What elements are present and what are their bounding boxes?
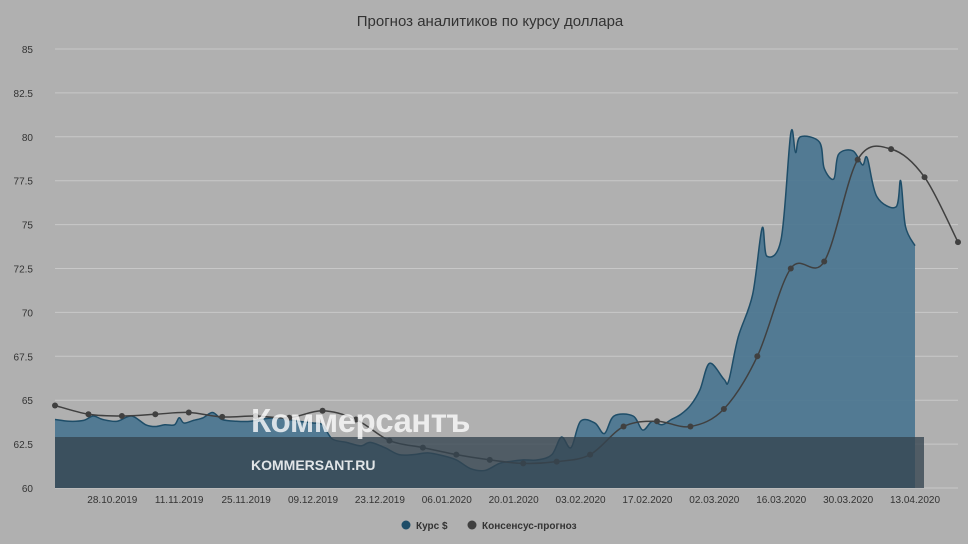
consensus-point xyxy=(353,416,359,423)
consensus-point xyxy=(286,414,293,421)
consensus-point xyxy=(888,146,895,153)
consensus-point xyxy=(921,174,928,181)
consensus-point xyxy=(754,353,761,360)
x-tick-label: 13.04.2020 xyxy=(890,495,940,506)
consensus-point xyxy=(85,411,92,418)
y-tick-label: 80 xyxy=(22,133,34,144)
rate-area xyxy=(55,129,915,488)
x-tick-label: 09.12.2019 xyxy=(288,495,338,506)
legend: Курс $ Консенсус-прогноз xyxy=(401,520,577,533)
x-tick-label: 23.12.2019 xyxy=(355,495,405,506)
legend-rate-label: Курс $ xyxy=(416,521,448,532)
y-axis-ticks: 60 62.5 65 67.5 70 72.5 75 77.5 80 82.5 85 xyxy=(14,45,34,495)
legend-consensus-label: Консенсус-прогноз xyxy=(482,521,577,532)
y-tick-label: 85 xyxy=(22,45,34,56)
y-tick-label: 65 xyxy=(22,396,34,407)
x-tick-label: 25.11.2019 xyxy=(221,495,271,506)
legend-consensus-marker xyxy=(467,520,477,530)
legend-item-rate[interactable]: Курс $ xyxy=(401,520,448,533)
kommersant-url: KOMMERSANT.RU xyxy=(251,457,376,473)
x-axis-ticks: 28.10.2019 11.11.2019 25.11.2019 09.12.2019… xyxy=(87,495,940,506)
x-tick-label: 28.10.2019 xyxy=(87,495,137,506)
watermark-band xyxy=(55,437,924,488)
y-tick-label: 72.5 xyxy=(14,265,34,276)
consensus-point xyxy=(787,265,794,272)
consensus-point xyxy=(52,402,58,409)
y-tick-label: 77.5 xyxy=(14,177,34,188)
y-tick-label: 75 xyxy=(22,221,34,232)
consensus-point xyxy=(185,409,192,416)
kommersant-logo: Коммерсантъ xyxy=(251,402,470,439)
x-tick-label: 11.11.2019 xyxy=(155,495,204,506)
consensus-point xyxy=(620,423,627,430)
legend-rate-marker xyxy=(401,520,411,530)
y-tick-label: 62.5 xyxy=(14,440,34,451)
consensus-point xyxy=(821,258,828,265)
consensus-point xyxy=(319,407,326,414)
consensus-point xyxy=(955,239,961,246)
x-tick-label: 20.01.2020 xyxy=(489,495,539,506)
consensus-point xyxy=(654,418,660,425)
consensus-point xyxy=(152,411,159,418)
y-tick-label: 82.5 xyxy=(14,89,34,100)
consensus-point xyxy=(687,423,694,430)
y-tick-label: 67.5 xyxy=(14,352,34,363)
consensus-point xyxy=(219,413,226,420)
x-tick-label: 06.01.2020 xyxy=(422,495,472,506)
chart-title: Прогноз аналитиков по курсу доллара xyxy=(357,13,624,30)
y-tick-label: 60 xyxy=(22,484,34,495)
x-tick-label: 30.03.2020 xyxy=(823,495,873,506)
x-tick-label: 17.02.2020 xyxy=(622,495,672,506)
x-tick-label: 03.02.2020 xyxy=(556,495,606,506)
consensus-point xyxy=(252,413,259,420)
consensus-point xyxy=(118,413,125,420)
y-tick-label: 70 xyxy=(22,308,34,319)
x-tick-label: 16.03.2020 xyxy=(756,495,806,506)
rate-series xyxy=(54,129,916,488)
legend-item-consensus[interactable]: Консенсус-прогноз xyxy=(467,520,577,533)
consensus-point xyxy=(720,405,727,412)
consensus-point xyxy=(854,156,861,163)
x-tick-label: 02.03.2020 xyxy=(689,495,739,506)
